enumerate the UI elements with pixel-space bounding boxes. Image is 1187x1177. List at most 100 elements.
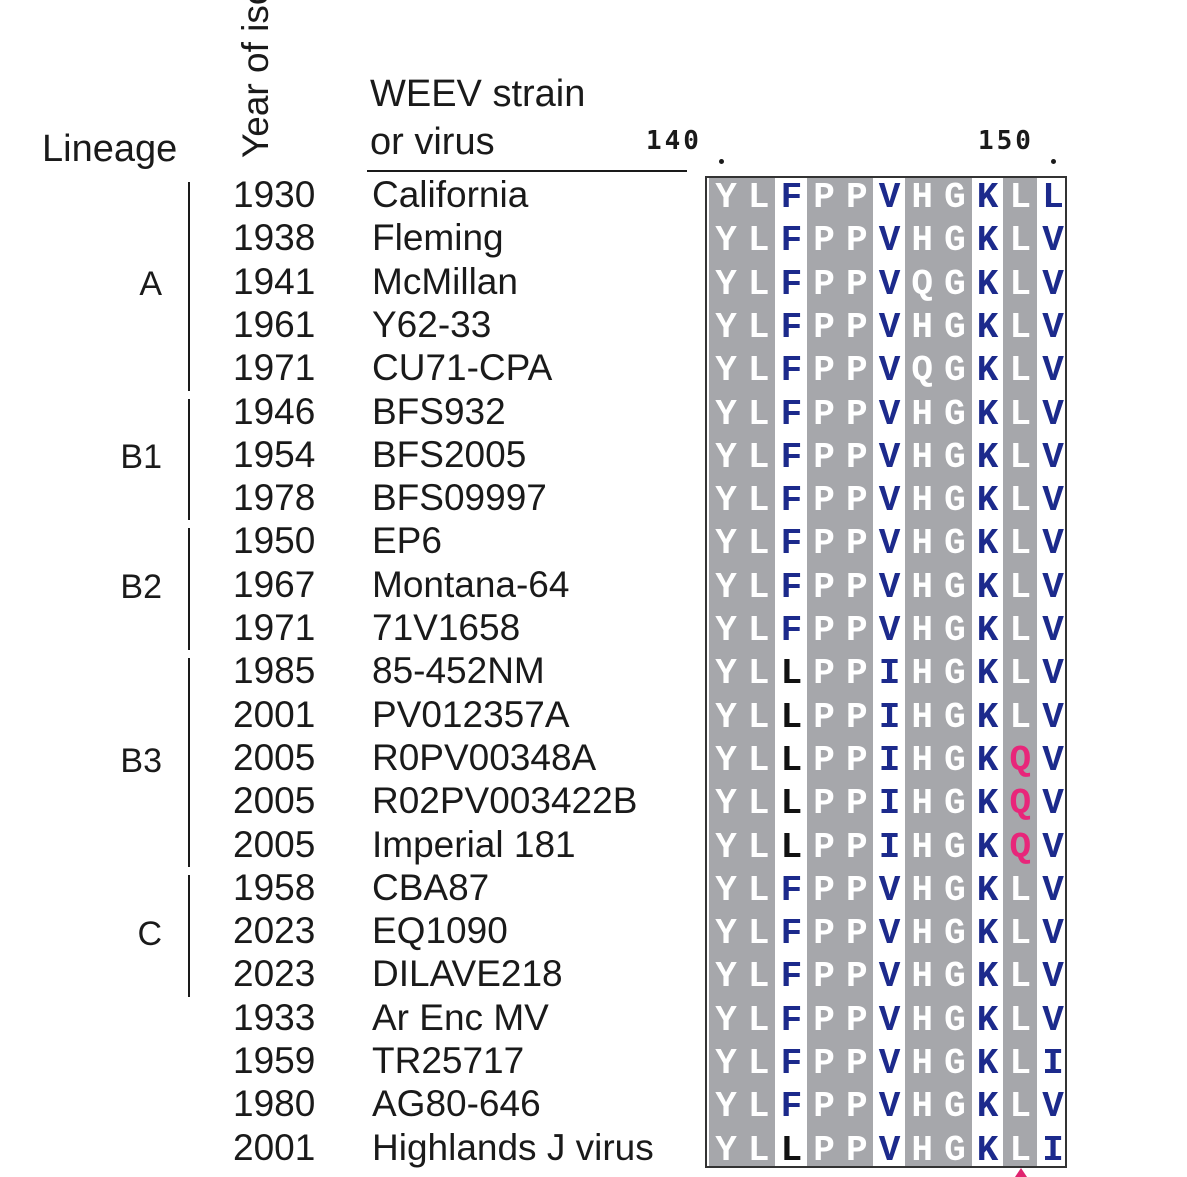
residue: Y <box>715 393 737 435</box>
residue: V <box>1042 826 1064 868</box>
year-cell: 1930 <box>233 174 316 215</box>
residue: H <box>911 566 933 608</box>
residue: P <box>813 783 835 825</box>
residue: K <box>976 523 999 565</box>
residue: G <box>944 393 966 435</box>
residue: V <box>878 913 901 955</box>
residue: G <box>944 653 966 695</box>
residue: Y <box>715 480 737 522</box>
strain-cell: AG80-646 <box>372 1083 541 1125</box>
residue: V <box>1042 696 1064 738</box>
lineage-bracket <box>188 658 190 867</box>
residue: P <box>813 696 835 738</box>
residue: P <box>845 869 868 911</box>
residue: V <box>1042 956 1064 998</box>
residue: L <box>747 869 770 911</box>
residue: G <box>944 566 966 608</box>
residue: G <box>944 956 966 998</box>
residue: H <box>911 956 933 998</box>
lineage-label: B2 <box>120 568 162 607</box>
residue: H <box>911 220 933 262</box>
residue: Y <box>715 696 737 738</box>
strain-cell: California <box>372 174 529 215</box>
residue: G <box>944 480 966 522</box>
residue: P <box>845 913 868 955</box>
residue: F <box>780 566 803 608</box>
residue: H <box>911 480 933 522</box>
year-cell: 1978 <box>233 477 316 519</box>
residue: V <box>878 306 901 348</box>
residue: L <box>747 913 770 955</box>
strain-cell: Imperial 181 <box>372 823 576 865</box>
residue: P <box>813 1043 835 1084</box>
residue: L <box>747 306 770 348</box>
residue: Y <box>715 826 737 868</box>
strain-cell: Highlands J virus <box>372 1126 654 1168</box>
strain-cell: TR25717 <box>372 1040 525 1081</box>
residue: Q <box>1009 783 1032 825</box>
residue: P <box>845 956 868 998</box>
residue: K <box>976 696 999 738</box>
residue: P <box>845 826 868 868</box>
residue: P <box>813 523 835 565</box>
residue: G <box>944 1129 966 1171</box>
residue: L <box>1009 566 1032 608</box>
residue: Y <box>715 566 737 608</box>
residue: L <box>747 1086 770 1128</box>
residue: L <box>1009 523 1032 565</box>
residue: P <box>845 350 868 392</box>
strain-cell: EQ1090 <box>372 910 508 952</box>
residue: L <box>780 696 803 738</box>
residue: I <box>878 653 901 695</box>
residue: V <box>1042 436 1064 478</box>
residue: P <box>845 610 868 651</box>
ruler-label-140: 140 <box>646 126 702 156</box>
residue: P <box>813 177 835 218</box>
residue: F <box>780 480 803 522</box>
residue: V <box>1042 869 1064 911</box>
strain-header-line2: or virus <box>370 121 495 163</box>
residue: V <box>1042 350 1064 392</box>
residue: L <box>1009 956 1032 998</box>
strain-cell: DILAVE218 <box>372 953 563 995</box>
residue: L <box>747 696 770 738</box>
residue: K <box>976 869 999 911</box>
residue: K <box>976 1086 999 1128</box>
residue: K <box>976 999 999 1041</box>
residue: P <box>845 1129 868 1171</box>
residue: L <box>747 1129 770 1171</box>
residue: L <box>1009 1086 1032 1128</box>
year-cell: 2001 <box>233 693 316 735</box>
residue: G <box>944 610 966 651</box>
year-cell: 1933 <box>233 996 316 1038</box>
residue: H <box>911 1043 933 1084</box>
residue: H <box>911 1086 933 1128</box>
residue: G <box>944 739 966 781</box>
residue: V <box>1042 1086 1064 1128</box>
residue: P <box>813 999 835 1041</box>
year-cell: 1971 <box>233 607 316 648</box>
year-cell: 1980 <box>233 1083 316 1125</box>
substitution-marker-icon <box>1015 1168 1027 1177</box>
residue: P <box>813 306 835 348</box>
residue: K <box>976 306 999 348</box>
residue: P <box>845 1086 868 1128</box>
residue: L <box>747 436 770 478</box>
residue: H <box>911 436 933 478</box>
residue: H <box>911 653 933 695</box>
strain-cell: EP6 <box>372 520 442 562</box>
residue: P <box>845 739 868 781</box>
residue: G <box>944 1086 966 1128</box>
residue: Y <box>715 177 737 218</box>
lineage-label: B3 <box>120 741 162 780</box>
residue: L <box>1009 1043 1032 1084</box>
residue: F <box>780 263 803 305</box>
residue: K <box>976 566 999 608</box>
residue: L <box>1009 220 1032 262</box>
residue: G <box>944 869 966 911</box>
